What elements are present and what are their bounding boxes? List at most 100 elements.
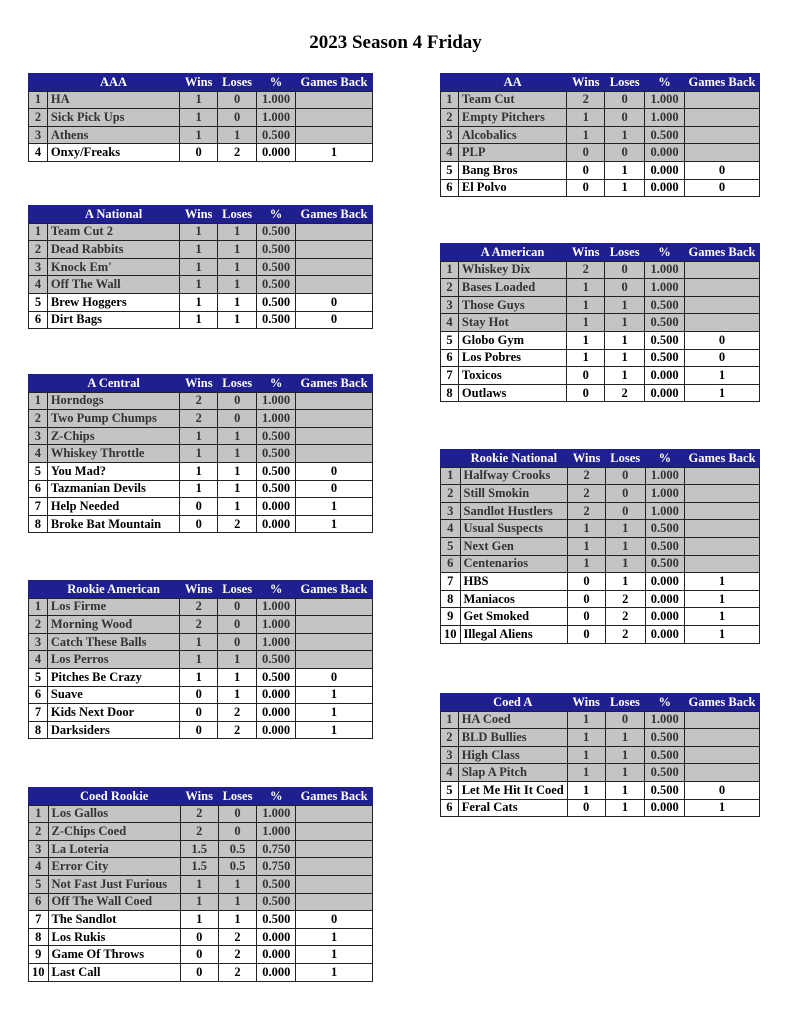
table-row: 5 Not Fast Just Furious 1 1 0.500 bbox=[28, 874, 373, 894]
rank: 5 bbox=[440, 330, 459, 350]
games-back: 0 bbox=[295, 479, 373, 499]
table-row: 6 Centenarios 1 1 0.500 bbox=[440, 554, 760, 574]
division-name: AA bbox=[457, 73, 568, 92]
wins: 1 bbox=[567, 519, 606, 538]
loses: 1 bbox=[604, 554, 646, 574]
rank: 5 bbox=[440, 160, 459, 180]
games-back: 1 bbox=[295, 703, 373, 722]
games-back bbox=[683, 313, 761, 332]
loses: 1 bbox=[604, 313, 646, 332]
pct: 0.500 bbox=[256, 222, 296, 242]
games-back bbox=[295, 615, 373, 634]
loses: 0 bbox=[217, 108, 258, 127]
team-name: Maniacos bbox=[459, 589, 569, 609]
team-name: Whiskey Dix bbox=[457, 260, 568, 280]
games-back: 1 bbox=[684, 572, 760, 591]
wins-header: Wins bbox=[566, 73, 606, 92]
table-row: 6 Feral Cats 0 1 0.000 1 bbox=[440, 798, 760, 818]
wins: 1 bbox=[179, 240, 219, 259]
table-row: 3 Alcobalics 1 1 0.500 bbox=[440, 125, 761, 145]
pct: 0.000 bbox=[644, 160, 685, 180]
rank: 5 bbox=[28, 461, 48, 481]
loses: 1 bbox=[217, 310, 258, 330]
rank: 2 bbox=[440, 278, 459, 297]
rank: 3 bbox=[440, 745, 459, 765]
games-back: 1 bbox=[684, 798, 760, 818]
pct: 1.000 bbox=[644, 501, 686, 521]
wins: 1 bbox=[179, 310, 219, 330]
header-row: A National Wins Loses% Games Back bbox=[28, 205, 373, 224]
pct: 0.500 bbox=[256, 892, 297, 912]
games-back-header: Games Back bbox=[684, 693, 760, 712]
wins: 1 bbox=[567, 536, 606, 556]
team-name: PLP bbox=[457, 143, 568, 162]
team-name: Z-Chips Coed bbox=[47, 822, 181, 841]
table-row: 1 Halfway Crooks 2 0 1.000 bbox=[440, 466, 760, 486]
pct: 1.000 bbox=[256, 90, 296, 110]
wins: 2 bbox=[566, 90, 606, 110]
wins: 0 bbox=[567, 607, 606, 626]
header-row: Coed A Wins Loses% Games Back bbox=[440, 693, 760, 712]
rank: 9 bbox=[28, 945, 49, 964]
wins: 0 bbox=[566, 143, 606, 162]
rank: 6 bbox=[28, 479, 48, 499]
team-name: Empty Pitchers bbox=[457, 108, 568, 127]
pct: 0.500 bbox=[644, 519, 686, 538]
rank: 8 bbox=[28, 927, 49, 947]
table-row: 4 Usual Suspects 1 1 0.500 bbox=[440, 519, 760, 538]
wins: 2 bbox=[179, 615, 219, 634]
pct: 1.000 bbox=[644, 90, 685, 110]
team-name: Bang Bros bbox=[457, 160, 568, 180]
loses-header: Loses bbox=[604, 449, 646, 468]
loses: 2 bbox=[217, 703, 258, 722]
table-row: 5 Bang Bros 0 1 0.000 0 bbox=[440, 160, 761, 180]
wins: 1 bbox=[566, 278, 606, 297]
pct: 1.000 bbox=[256, 597, 297, 617]
pct: 0.500 bbox=[256, 310, 296, 330]
rank-header bbox=[440, 449, 461, 468]
rank: 3 bbox=[28, 426, 48, 446]
pct-header: % bbox=[256, 205, 296, 224]
wins: 1 bbox=[179, 426, 219, 446]
wins: 1.5 bbox=[179, 839, 219, 859]
team-name: Los Firme bbox=[46, 597, 181, 617]
rank-header bbox=[28, 73, 48, 92]
games-back: 0 bbox=[683, 330, 761, 350]
rank: 6 bbox=[440, 798, 459, 818]
team-name: Athens bbox=[46, 125, 181, 145]
standings-table-coed-rookie: Coed Rookie Wins Loses% Games Back 1 Los Gall… bbox=[28, 787, 373, 982]
rank: 7 bbox=[440, 366, 459, 385]
division-name: Coed A bbox=[457, 693, 568, 712]
team-name: HA Coed bbox=[457, 710, 568, 730]
table-row: 8 Darksiders 0 2 0.000 1 bbox=[28, 720, 373, 740]
pct-header: % bbox=[256, 73, 296, 92]
pct: 0.500 bbox=[256, 426, 297, 446]
team-name: Globo Gym bbox=[457, 330, 568, 350]
loses: 0 bbox=[217, 90, 258, 110]
loses: 1 bbox=[604, 366, 646, 385]
pct: 1.000 bbox=[644, 278, 685, 297]
pct: 1.000 bbox=[256, 615, 297, 634]
games-back: 0 bbox=[683, 348, 761, 368]
games-back bbox=[295, 240, 373, 259]
loses: 0 bbox=[604, 260, 646, 280]
wins: 1 bbox=[567, 554, 606, 574]
games-back-header: Games Back bbox=[295, 580, 373, 599]
table-row: 6 Tazmanian Devils 1 1 0.500 0 bbox=[28, 479, 373, 499]
games-back: 1 bbox=[684, 607, 760, 626]
team-name: Catch These Balls bbox=[46, 632, 181, 652]
games-back bbox=[295, 391, 373, 411]
team-name: Brew Hoggers bbox=[46, 292, 181, 312]
table-row: 4 Whiskey Throttle 1 1 0.500 bbox=[28, 444, 373, 463]
games-back: 0 bbox=[295, 667, 373, 687]
team-name: Whiskey Throttle bbox=[46, 444, 181, 463]
loses: 2 bbox=[604, 607, 646, 626]
games-back bbox=[295, 874, 373, 894]
games-back bbox=[683, 260, 761, 280]
table-row: 2 Still Smokin 2 0 1.000 bbox=[440, 484, 760, 503]
pct: 1.000 bbox=[256, 409, 297, 428]
standings-table-coed-a: Coed A Wins Loses% Games Back 1 HA Coed 1 0 1.00… bbox=[440, 693, 760, 818]
loses: 1 bbox=[217, 479, 258, 499]
wins-header: Wins bbox=[179, 73, 219, 92]
pct: 0.000 bbox=[256, 703, 297, 722]
